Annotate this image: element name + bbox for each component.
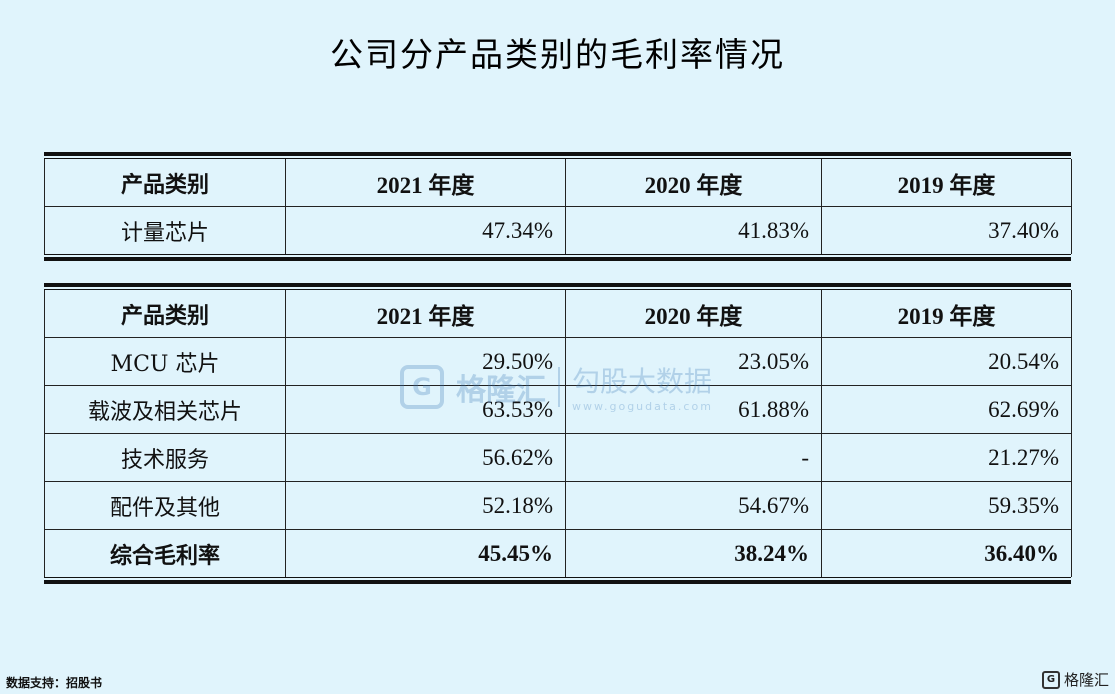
cell-2020: - — [565, 433, 822, 482]
row-category: 综合毛利率 — [44, 529, 286, 577]
cell-2021: 29.50% — [285, 337, 566, 386]
table-bottom-rule — [44, 257, 1071, 261]
cell-2020: 41.83% — [565, 206, 822, 254]
cell-2019: 62.69% — [821, 385, 1072, 434]
source-note: 数据支持：招股书 — [6, 676, 103, 690]
table-header-row: 产品类别 2021 年度 2020 年度 2019 年度 — [44, 290, 1072, 338]
page-title: 公司分产品类别的毛利率情况 — [330, 35, 785, 74]
cell-2020: 38.24% — [565, 529, 822, 577]
table-bottom-rule — [44, 580, 1071, 584]
cell-2021: 63.53% — [285, 385, 566, 434]
cell-2019: 20.54% — [821, 337, 1072, 386]
margin-table-other: 产品类别 2021 年度 2020 年度 2019 年度 MCU 芯片 29.5… — [44, 283, 1072, 584]
cell-2019: 59.35% — [821, 481, 1072, 530]
cell-2021: 52.18% — [285, 481, 566, 530]
table-top-rule — [44, 152, 1071, 156]
row-category: 配件及其他 — [44, 481, 286, 530]
header-2020: 2020 年度 — [565, 159, 822, 207]
table-row-total: 综合毛利率 45.45% 38.24% 36.40% — [44, 529, 1072, 577]
cell-2021: 47.34% — [285, 206, 566, 254]
cell-2019: 37.40% — [821, 206, 1072, 254]
header-2021: 2021 年度 — [285, 159, 566, 207]
margin-table-metering: 产品类别 2021 年度 2020 年度 2019 年度 计量芯片 47.34%… — [44, 152, 1072, 261]
header-category: 产品类别 — [44, 159, 286, 207]
header-category: 产品类别 — [44, 290, 286, 338]
table-row: 计量芯片 47.34% 41.83% 37.40% — [44, 206, 1072, 254]
table-row: 技术服务 56.62% - 21.27% — [44, 433, 1072, 482]
cell-2020: 23.05% — [565, 337, 822, 386]
cell-2019: 21.27% — [821, 433, 1072, 482]
cell-2020: 61.88% — [565, 385, 822, 434]
header-2020: 2020 年度 — [565, 290, 822, 338]
cell-2019: 36.40% — [821, 529, 1072, 577]
row-category: 载波及相关芯片 — [44, 385, 286, 434]
cell-2021: 45.45% — [285, 529, 566, 577]
header-2021: 2021 年度 — [285, 290, 566, 338]
row-category: 计量芯片 — [44, 206, 286, 254]
table-top-rule-thin — [44, 158, 1071, 159]
row-category: MCU 芯片 — [44, 337, 286, 386]
corner-logo-text: 格隆汇 — [1063, 671, 1109, 689]
cell-2021: 56.62% — [285, 433, 566, 482]
table-row: 载波及相关芯片 63.53% 61.88% 62.69% — [44, 385, 1072, 434]
cell-2020: 54.67% — [565, 481, 822, 530]
table-bottom-rule-thin — [44, 577, 1071, 578]
row-category: 技术服务 — [44, 433, 286, 482]
table-top-rule — [44, 283, 1071, 287]
table-row: MCU 芯片 29.50% 23.05% 20.54% — [44, 337, 1072, 386]
header-2019: 2019 年度 — [821, 290, 1072, 338]
corner-logo: G 格隆汇 — [1041, 669, 1109, 690]
header-2019: 2019 年度 — [821, 159, 1072, 207]
corner-logo-icon: G — [1041, 670, 1060, 689]
table-header-row: 产品类别 2021 年度 2020 年度 2019 年度 — [44, 159, 1072, 207]
table-top-rule-thin — [44, 289, 1071, 290]
table-bottom-rule-thin — [44, 254, 1071, 255]
table-row: 配件及其他 52.18% 54.67% 59.35% — [44, 481, 1072, 530]
